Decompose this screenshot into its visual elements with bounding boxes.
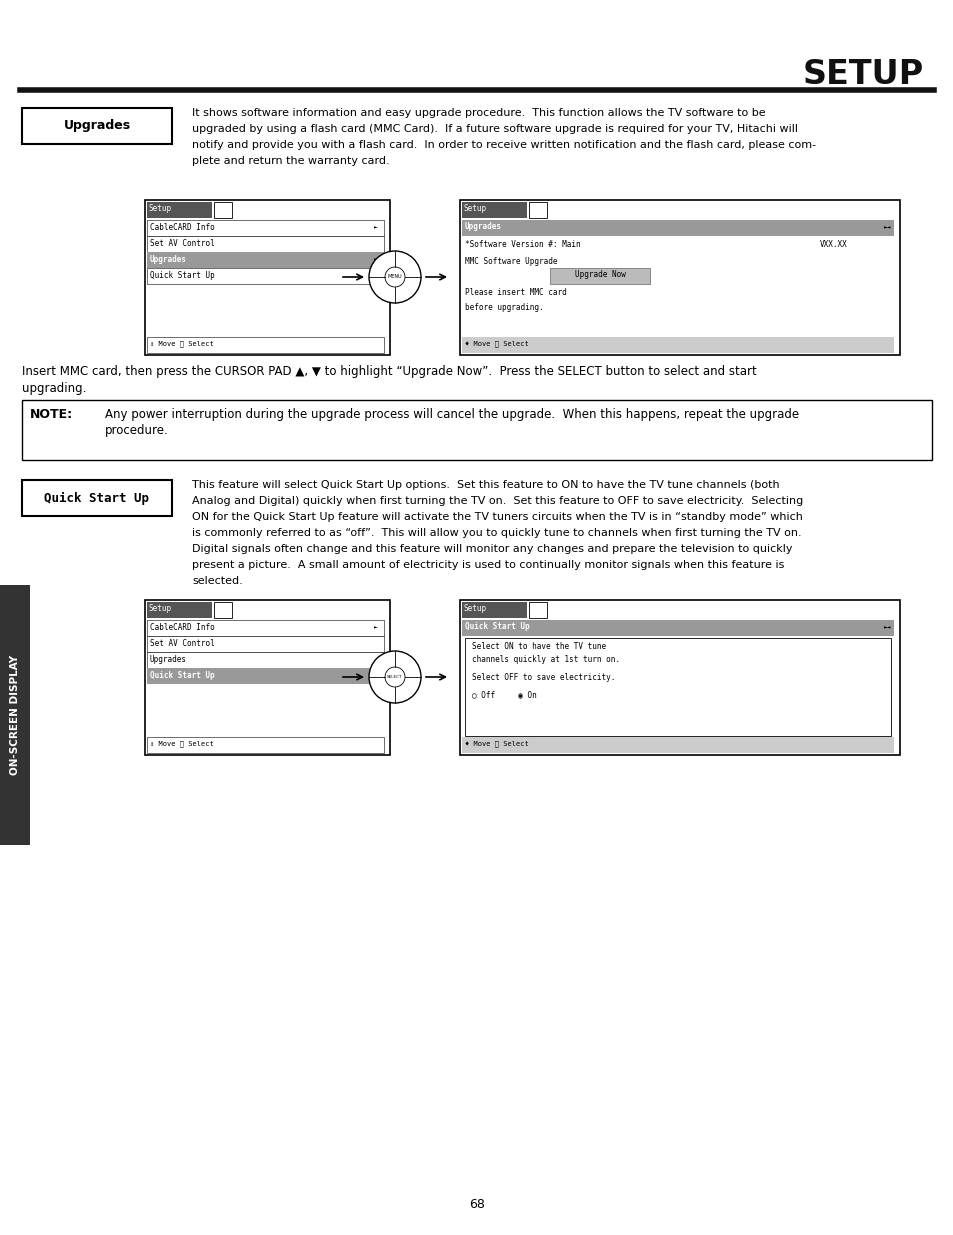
Bar	[459, 200, 899, 354]
Text: *Software Version #: Main: *Software Version #: Main	[464, 240, 580, 249]
Text: Insert MMC card, then press the CURSOR PAD ▲, ▼ to highlight “Upgrade Now”.  Pre: Insert MMC card, then press the CURSOR P…	[22, 366, 756, 378]
Bar	[550, 268, 649, 284]
Text: ►: ►	[374, 625, 377, 631]
Bar	[461, 620, 893, 636]
Bar	[22, 107, 172, 144]
Text: Digital signals often change and this feature will monitor any changes and prepa: Digital signals often change and this fe…	[192, 543, 792, 555]
Bar	[461, 203, 526, 219]
Bar	[145, 200, 390, 354]
Bar	[461, 337, 893, 353]
Bar	[147, 268, 384, 284]
Text: Upgrades: Upgrades	[150, 254, 187, 264]
Text: Any power interruption during the upgrade process will cancel the upgrade.  When: Any power interruption during the upgrad…	[105, 408, 799, 421]
Text: VXX.XX: VXX.XX	[820, 240, 847, 249]
Text: present a picture.  A small amount of electricity is used to continually monitor: present a picture. A small amount of ele…	[192, 559, 783, 571]
Text: 68: 68	[469, 1198, 484, 1212]
Text: notify and provide you with a flash card.  In order to receive written notificat: notify and provide you with a flash card…	[192, 140, 815, 149]
Text: ►◄: ►◄	[883, 226, 891, 231]
Bar	[147, 220, 384, 236]
Text: ON-SCREEN DISPLAY: ON-SCREEN DISPLAY	[10, 655, 20, 776]
Text: SELECT: SELECT	[387, 676, 402, 679]
Text: CableCARD Info: CableCARD Info	[150, 622, 214, 632]
Text: Quick Start Up: Quick Start Up	[150, 270, 214, 280]
Text: Set AV Control: Set AV Control	[150, 240, 214, 248]
Bar	[147, 737, 384, 753]
Text: ►◄: ►◄	[883, 625, 891, 631]
Text: ○ Off     ◉ On: ○ Off ◉ On	[472, 690, 537, 699]
Text: MENU: MENU	[387, 274, 402, 279]
Bar	[461, 737, 893, 753]
Text: upgraded by using a flash card (MMC Card).  If a future software upgrade is requ: upgraded by using a flash card (MMC Card…	[192, 124, 797, 135]
Text: Quick Start Up: Quick Start Up	[464, 622, 529, 631]
Circle shape	[369, 651, 420, 703]
Bar	[147, 668, 384, 684]
Text: Setup: Setup	[463, 204, 487, 212]
Bar	[147, 652, 384, 668]
Text: Setup: Setup	[149, 604, 172, 613]
Circle shape	[385, 267, 405, 287]
Bar	[0, 0, 953, 95]
Text: This feature will select Quick Start Up options.  Set this feature to ON to have: This feature will select Quick Start Up …	[192, 480, 779, 490]
Text: Select ON to have the TV tune: Select ON to have the TV tune	[472, 642, 605, 651]
Text: Upgrades: Upgrades	[150, 655, 187, 664]
Text: ♦ Move Ⓞ Select: ♦ Move Ⓞ Select	[464, 340, 528, 347]
Bar	[0, 585, 30, 845]
Text: Please insert MMC card: Please insert MMC card	[464, 288, 566, 296]
Text: plete and return the warranty card.: plete and return the warranty card.	[192, 156, 389, 165]
Bar	[22, 400, 931, 459]
Text: selected.: selected.	[192, 576, 242, 585]
Bar	[147, 252, 384, 268]
Circle shape	[369, 251, 420, 303]
Circle shape	[385, 667, 405, 687]
Text: before upgrading.: before upgrading.	[464, 303, 543, 312]
Bar	[147, 236, 384, 252]
Bar	[147, 203, 212, 219]
Text: Upgrade Now: Upgrade Now	[574, 270, 625, 279]
Text: It shows software information and easy upgrade procedure.  This function allows : It shows software information and easy u…	[192, 107, 765, 119]
Text: ↕ Move Ⓞ Select: ↕ Move Ⓞ Select	[150, 740, 213, 747]
Text: Setup: Setup	[149, 204, 172, 212]
Bar	[147, 636, 384, 652]
Text: ►: ►	[374, 258, 377, 263]
Text: channels quickly at 1st turn on.: channels quickly at 1st turn on.	[472, 655, 619, 664]
Bar	[461, 220, 893, 236]
Text: NOTE:: NOTE:	[30, 408, 73, 421]
Text: Upgrades: Upgrades	[464, 222, 501, 231]
Text: ►: ►	[374, 673, 377, 678]
Bar	[147, 337, 384, 353]
Text: procedure.: procedure.	[105, 424, 169, 437]
Text: Upgrades: Upgrades	[63, 120, 131, 132]
Bar	[145, 600, 390, 755]
Bar	[147, 620, 384, 636]
Bar	[22, 480, 172, 516]
Bar	[459, 600, 899, 755]
Text: is commonly referred to as “off”.  This will allow you to quickly tune to channe: is commonly referred to as “off”. This w…	[192, 529, 801, 538]
Text: upgrading.: upgrading.	[22, 382, 87, 395]
Text: Select OFF to save electricity.: Select OFF to save electricity.	[472, 673, 615, 682]
Text: MMC Software Upgrade: MMC Software Upgrade	[464, 257, 557, 266]
Text: Analog and Digital) quickly when first turning the TV on.  Set this feature to O: Analog and Digital) quickly when first t…	[192, 496, 802, 506]
Text: Set AV Control: Set AV Control	[150, 638, 214, 648]
Bar	[529, 601, 546, 618]
Bar	[529, 203, 546, 219]
Text: SETUP: SETUP	[801, 58, 923, 91]
Text: Quick Start Up: Quick Start Up	[45, 492, 150, 505]
Bar	[213, 601, 232, 618]
Text: Setup: Setup	[463, 604, 487, 613]
Bar	[147, 601, 212, 618]
Text: ON for the Quick Start Up feature will activate the TV tuners circuits when the : ON for the Quick Start Up feature will a…	[192, 513, 802, 522]
Text: Quick Start Up: Quick Start Up	[150, 671, 214, 680]
Text: CableCARD Info: CableCARD Info	[150, 224, 214, 232]
Bar	[461, 601, 526, 618]
Bar	[464, 638, 890, 736]
Bar	[213, 203, 232, 219]
Text: ↕ Move Ⓞ Select: ↕ Move Ⓞ Select	[150, 340, 213, 347]
Text: ♦ Move Ⓞ Select: ♦ Move Ⓞ Select	[464, 740, 528, 747]
Text: ►: ►	[374, 226, 377, 231]
